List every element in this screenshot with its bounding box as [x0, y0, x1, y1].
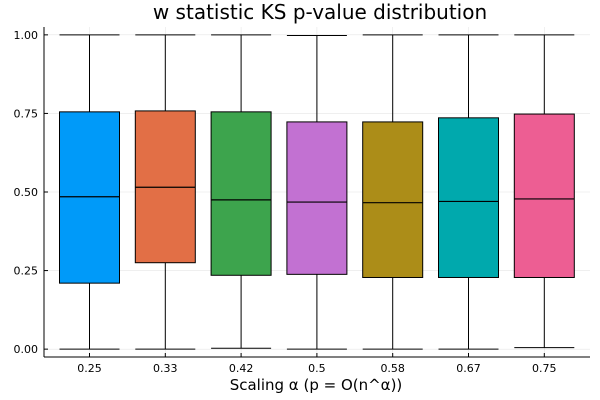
- box-0.25: [59, 34, 120, 350]
- box-0.58: [362, 34, 424, 350]
- iqr-box: [513, 113, 575, 278]
- iqr-box: [362, 121, 424, 278]
- iqr-box: [210, 111, 272, 276]
- y-tick-label: 0.75: [14, 107, 39, 120]
- x-tick-label: 0.75: [532, 362, 557, 375]
- x-tick-label: 0.33: [153, 362, 178, 375]
- box-plots: [59, 34, 575, 350]
- box-0.75: [513, 34, 575, 349]
- y-tick-labels: 0.00 0.25 0.50 0.75 1.00: [14, 29, 39, 356]
- y-tick-label: 0.25: [14, 265, 39, 278]
- y-tick-label: 0.50: [14, 186, 39, 199]
- box-0.42: [210, 34, 272, 349]
- box-0.33: [134, 34, 196, 350]
- axes: [43, 27, 590, 358]
- y-tick-label: 1.00: [14, 29, 39, 42]
- chart-title: w statistic KS p-value distribution: [153, 0, 487, 24]
- x-axis-title: Scaling α (p = O(n^α)): [230, 376, 403, 394]
- x-tick-label: 0.58: [380, 362, 405, 375]
- x-tick-labels: 0.25 0.33 0.42 0.5 0.58 0.67 0.75: [77, 362, 556, 375]
- x-tick-label: 0.5: [308, 362, 326, 375]
- box-0.67: [438, 34, 499, 350]
- box-0.5: [286, 34, 348, 350]
- x-tick-label: 0.67: [456, 362, 481, 375]
- x-tick-label: 0.42: [229, 362, 254, 375]
- iqr-box: [438, 117, 499, 278]
- iqr-box: [59, 111, 120, 284]
- x-tick-label: 0.25: [77, 362, 102, 375]
- iqr-box: [286, 121, 348, 275]
- y-tick-label: 0.00: [14, 343, 39, 356]
